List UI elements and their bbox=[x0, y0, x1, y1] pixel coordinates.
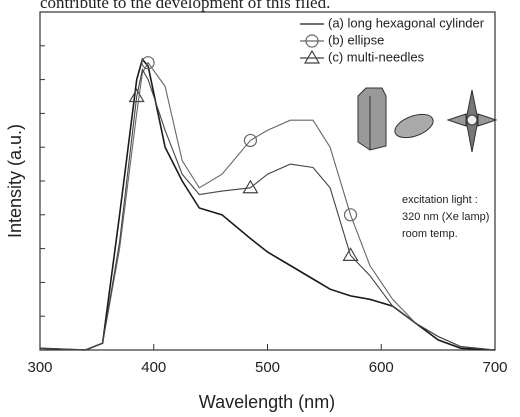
annotation: 320 nm (Xe lamp) bbox=[402, 211, 489, 223]
marker bbox=[243, 133, 258, 148]
legend-marker bbox=[305, 34, 319, 48]
marker bbox=[128, 88, 145, 103]
legend-marker bbox=[303, 49, 321, 64]
x-tick-label: 500 bbox=[255, 359, 280, 376]
annotation: excitation light : bbox=[402, 194, 478, 206]
legend-label: (b) ellipse bbox=[328, 32, 384, 47]
legend-label: (c) multi-needles bbox=[328, 49, 425, 64]
marker bbox=[342, 247, 359, 261]
series-line bbox=[39, 67, 496, 351]
annotation: room temp. bbox=[402, 228, 458, 240]
x-tick-label: 400 bbox=[141, 359, 166, 376]
caption: contribute to the development of this fi… bbox=[40, 0, 330, 12]
marker bbox=[141, 56, 155, 70]
series-line bbox=[39, 61, 496, 351]
y-axis-label: Intensity (a.u.) bbox=[5, 124, 25, 238]
marker bbox=[242, 179, 259, 194]
x-axis-label: Wavelength (nm) bbox=[199, 392, 335, 412]
legend-label: (a) long hexagonal cylinder bbox=[328, 15, 485, 30]
x-tick-label: 300 bbox=[27, 359, 52, 376]
x-tick-label: 600 bbox=[369, 359, 394, 376]
marker bbox=[343, 208, 358, 222]
x-tick-label: 700 bbox=[482, 359, 507, 376]
crystal-icons bbox=[357, 87, 498, 153]
